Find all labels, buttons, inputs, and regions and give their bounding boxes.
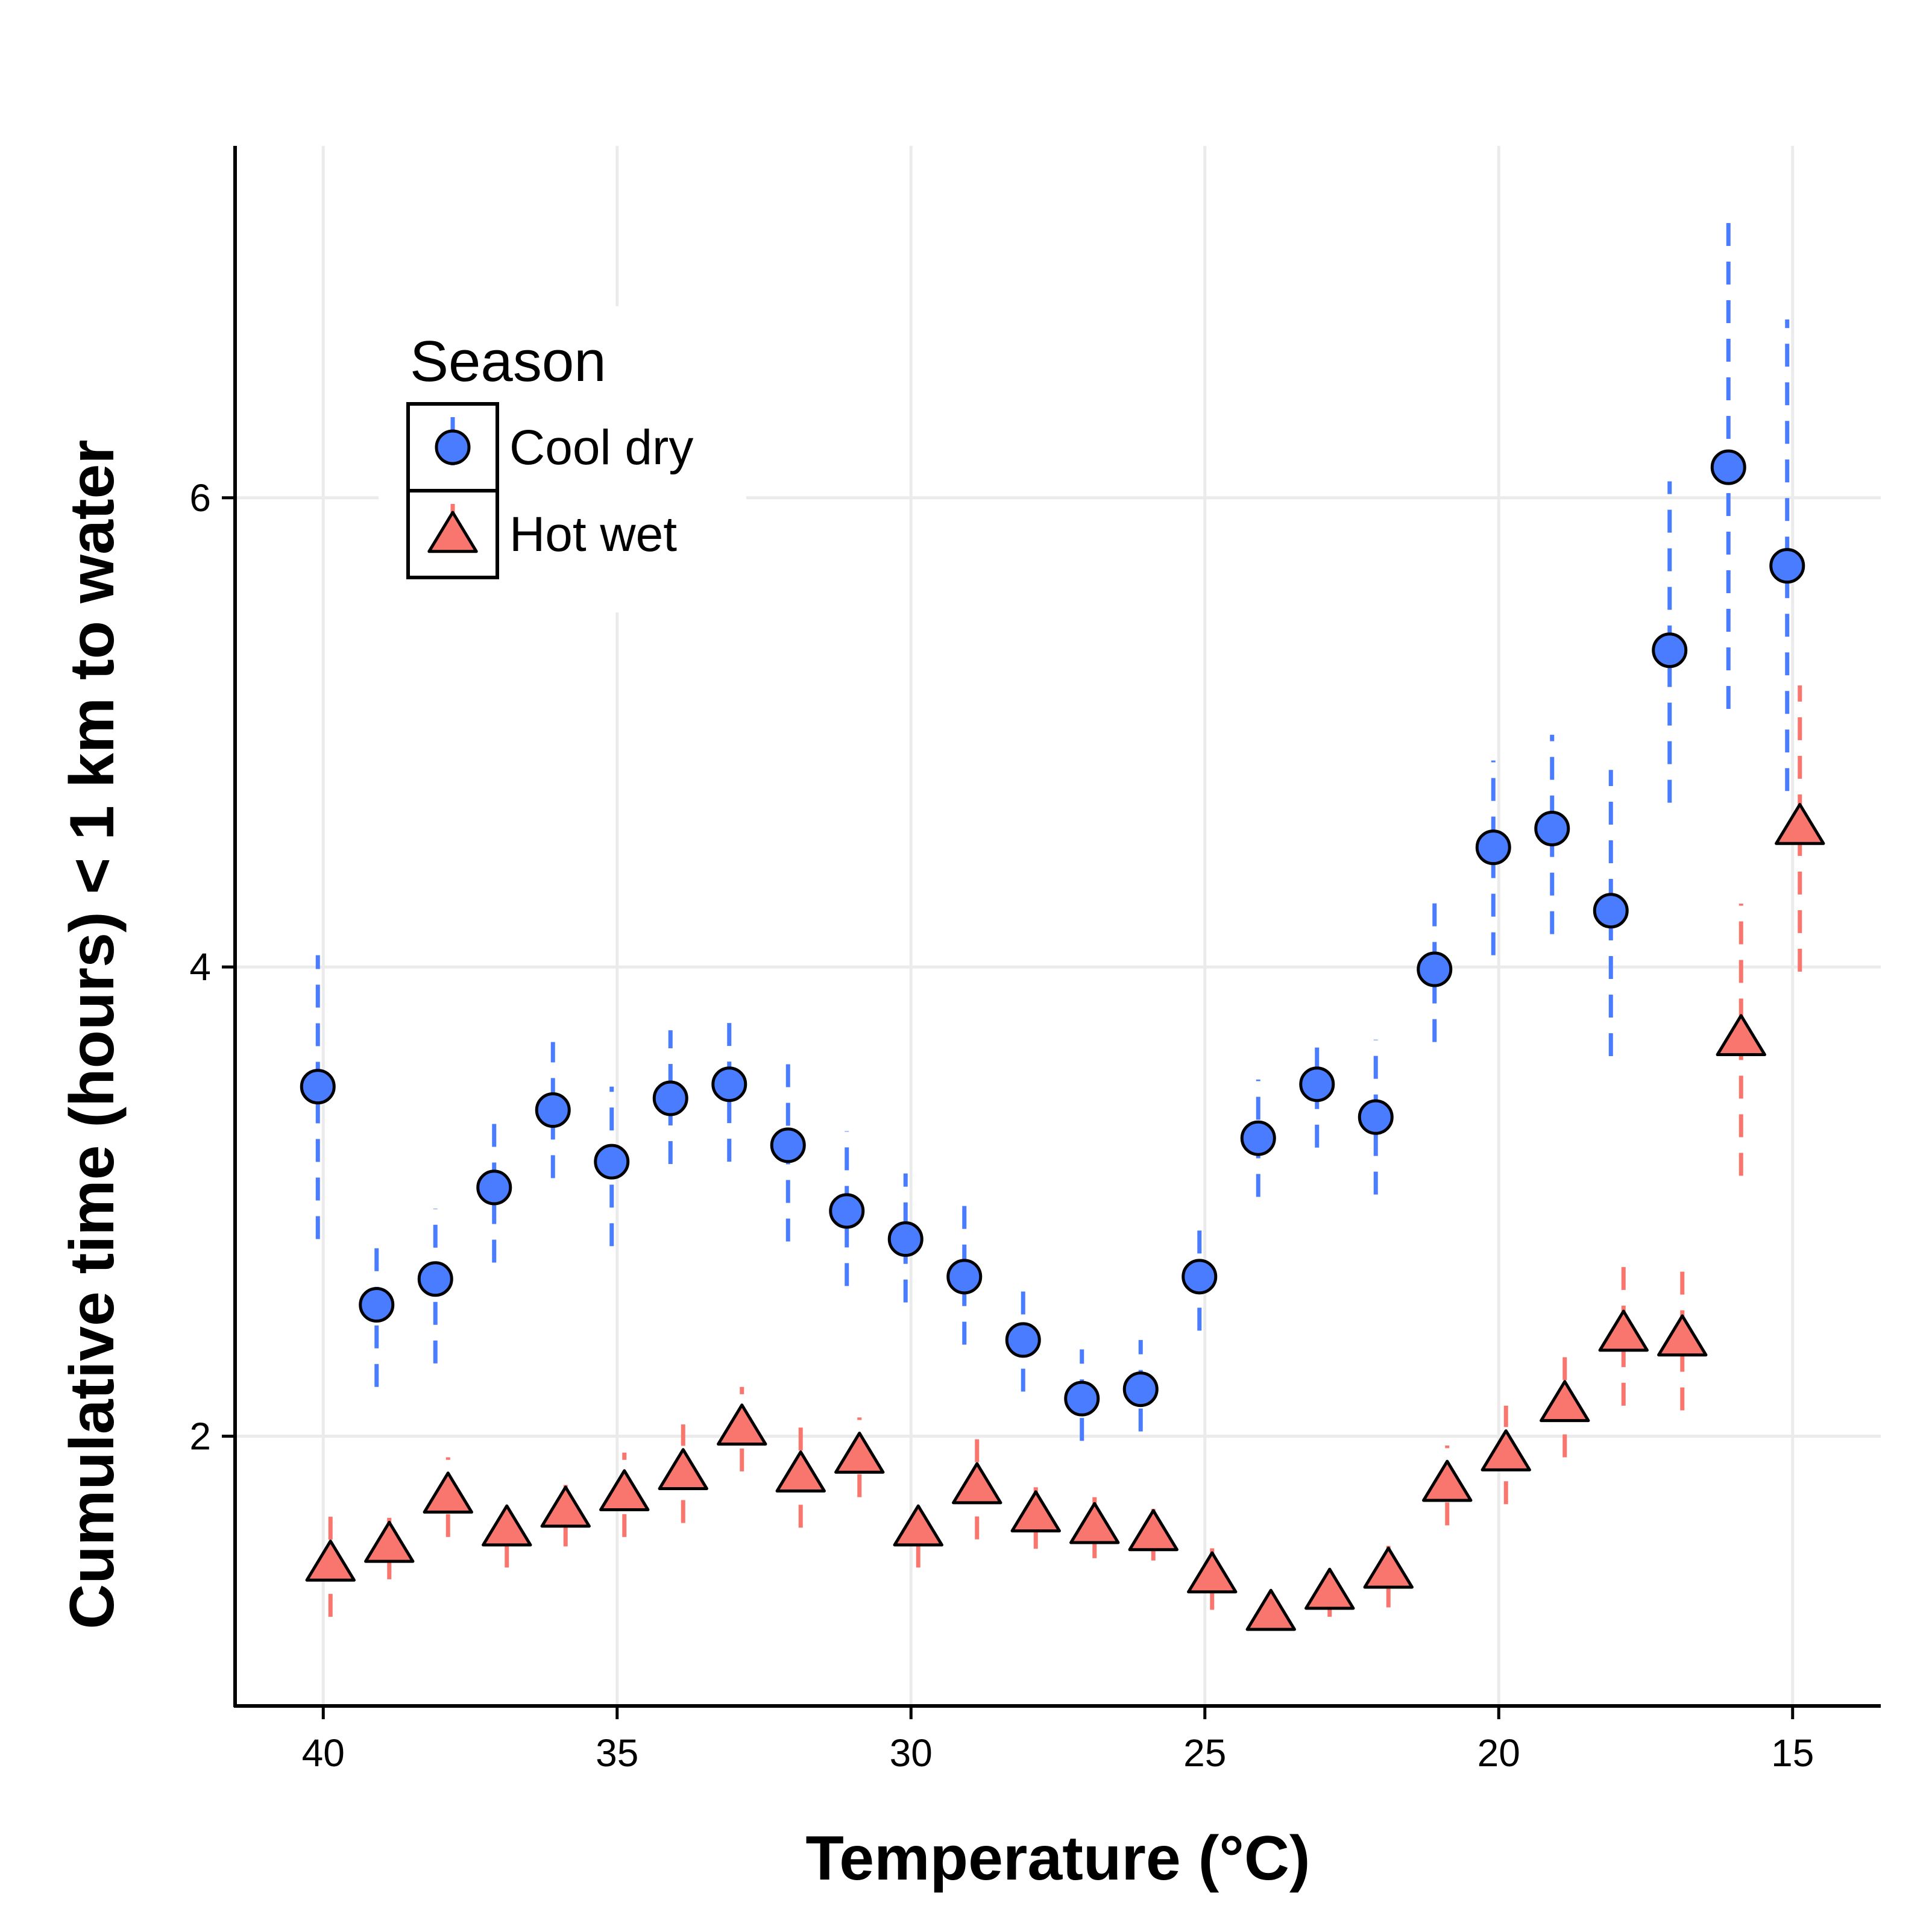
data-point-circle — [770, 1127, 806, 1163]
data-point-circle — [1358, 1099, 1394, 1135]
data-point-triangle — [1304, 1567, 1355, 1610]
data-point-triangle — [893, 1504, 943, 1547]
data-point-triangle — [775, 1450, 826, 1493]
data-point-triangle — [423, 1471, 473, 1514]
data-point-circle — [359, 1287, 395, 1323]
data-points — [300, 449, 1825, 1631]
data-point-circle — [1710, 449, 1746, 485]
x-tick-label: 15 — [1771, 1731, 1814, 1775]
data-point-triangle — [1598, 1309, 1649, 1352]
y-tick-label: 6 — [189, 476, 211, 520]
data-point-triangle — [1775, 802, 1825, 845]
data-point-circle — [1534, 810, 1570, 846]
data-point-triangle — [1187, 1551, 1238, 1594]
data-point-triangle — [834, 1431, 885, 1474]
data-point-circle — [1475, 829, 1511, 866]
x-tick-label: 35 — [596, 1731, 638, 1775]
data-point-circle — [476, 1169, 512, 1206]
data-point-triangle — [1422, 1459, 1473, 1502]
data-point-circle — [1064, 1380, 1100, 1417]
y-tick-label: 4 — [189, 945, 211, 989]
y-tick-label: 2 — [189, 1414, 211, 1458]
data-point-triangle — [1245, 1588, 1296, 1631]
legend-label: Hot wet — [509, 507, 677, 562]
legend-label: Cool dry — [509, 420, 693, 475]
data-point-triangle — [540, 1485, 591, 1528]
data-point-circle — [1769, 548, 1805, 584]
data-point-circle — [594, 1144, 630, 1180]
data-point-circle — [300, 1069, 336, 1105]
data-point-circle — [711, 1066, 747, 1103]
data-point-triangle — [1481, 1429, 1531, 1471]
legend: Season Cool dry Hot wet — [379, 306, 746, 612]
data-point-triangle — [1540, 1380, 1590, 1423]
data-point-triangle — [952, 1462, 1002, 1505]
data-point-circle — [1182, 1259, 1218, 1295]
data-point-triangle — [1657, 1314, 1708, 1357]
data-point-circle — [1005, 1322, 1041, 1358]
data-point-circle — [946, 1259, 983, 1295]
data-point-circle — [829, 1193, 865, 1229]
x-tick-label: 30 — [890, 1731, 933, 1775]
data-point-triangle — [717, 1403, 767, 1446]
data-point-triangle — [1010, 1490, 1061, 1533]
data-point-circle — [652, 1080, 688, 1116]
data-point-circle — [887, 1221, 924, 1257]
x-tick-label: 25 — [1183, 1731, 1226, 1775]
data-point-triangle — [305, 1539, 356, 1582]
data-point-circle — [1652, 632, 1688, 669]
data-point-circle — [1299, 1066, 1335, 1103]
x-tick-label: 20 — [1477, 1731, 1520, 1775]
data-point-triangle — [1069, 1502, 1120, 1544]
data-point-triangle — [658, 1448, 708, 1491]
data-point-triangle — [1363, 1546, 1414, 1589]
data-point-triangle — [1128, 1509, 1178, 1552]
data-point-triangle — [364, 1520, 415, 1563]
x-axis-title: Temperature (°C) — [805, 1823, 1310, 1893]
data-point-circle — [1593, 893, 1629, 929]
data-point-circle — [1122, 1371, 1159, 1408]
data-point-triangle — [1716, 1014, 1766, 1057]
legend-circle-icon — [435, 429, 471, 465]
data-point-triangle — [482, 1504, 532, 1547]
data-point-circle — [417, 1261, 453, 1297]
data-point-circle — [1240, 1120, 1276, 1156]
data-point-circle — [1417, 951, 1453, 987]
legend-triangle-icon — [427, 511, 478, 553]
axes: 40 35 30 25 20 15 2 4 6 — [189, 146, 1881, 1775]
legend-title: Season — [410, 329, 606, 394]
y-axis-title: Cumulative time (hours) < 1 km to water — [57, 439, 127, 1629]
data-point-circle — [535, 1092, 571, 1128]
data-point-triangle — [599, 1469, 650, 1512]
x-tick-label: 40 — [302, 1731, 345, 1775]
